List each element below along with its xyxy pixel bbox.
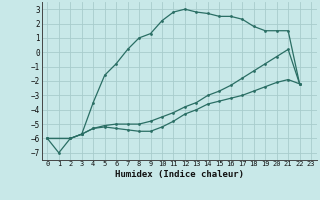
X-axis label: Humidex (Indice chaleur): Humidex (Indice chaleur) bbox=[115, 170, 244, 179]
